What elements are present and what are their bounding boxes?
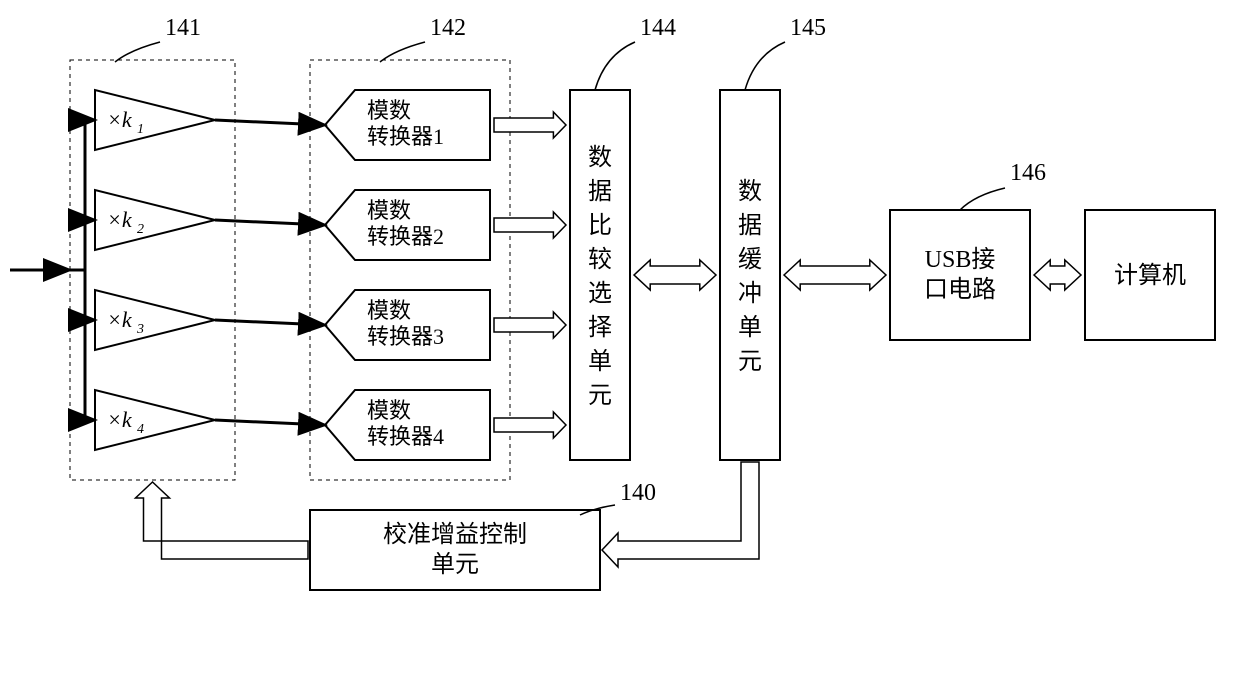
svg-text:元: 元: [738, 349, 762, 375]
svg-text:2: 2: [137, 222, 144, 237]
svg-text:模数: 模数: [367, 298, 411, 323]
svg-text:数: 数: [588, 144, 612, 171]
svg-text:转换器2: 转换器2: [367, 224, 444, 249]
svg-text:数: 数: [738, 178, 762, 205]
arrow-usb-pc: [1034, 260, 1081, 290]
svg-text:单: 单: [588, 348, 612, 375]
svg-text:单: 单: [738, 314, 762, 341]
arrow-adc-cmp-1: [494, 112, 566, 138]
amplifier-bank: ×k1×k2×k3×k4: [95, 90, 215, 450]
arrow-amp-adc-4: [215, 420, 325, 425]
block-computer: 计算机: [1085, 210, 1215, 340]
calib-text-2: 单元: [431, 551, 479, 578]
svg-text:选: 选: [588, 280, 612, 307]
arrow-adc-cmp-2: [494, 212, 566, 238]
label-141: 141: [165, 15, 201, 41]
arrow-amp-adc-1: [215, 120, 325, 125]
svg-text:比: 比: [588, 212, 612, 239]
block-usb-interface: USB接 口电路: [890, 210, 1030, 340]
leader-2: [595, 42, 635, 90]
arrows-amp-to-adc: [215, 120, 325, 425]
block-data-buffer: 数据缓冲单元: [720, 90, 780, 460]
block-compare-select: 数据比较选择单元: [570, 90, 630, 460]
arrow-adc-cmp-3: [494, 312, 566, 338]
amp-label-2: ×k: [107, 207, 133, 232]
svg-text:模数: 模数: [367, 98, 411, 123]
svg-text:择: 择: [588, 314, 612, 341]
svg-text:转换器3: 转换器3: [367, 324, 444, 349]
svg-text:据: 据: [588, 178, 612, 205]
svg-text:冲: 冲: [738, 280, 762, 307]
input-split-bus: [70, 120, 95, 420]
arrows-adc-to-compare: [494, 112, 566, 438]
amp-label-4: ×k: [107, 407, 133, 432]
arrow-amp-adc-2: [215, 220, 325, 225]
svg-text:转换器4: 转换器4: [367, 424, 444, 449]
pc-text: 计算机: [1114, 262, 1186, 289]
usb-text-2: 口电路: [924, 276, 996, 303]
arrow-buffer-usb: [784, 260, 886, 290]
svg-text:3: 3: [136, 322, 144, 337]
arrow-buffer-to-calib: [602, 462, 759, 567]
svg-text:据: 据: [738, 212, 762, 239]
svg-text:模数: 模数: [367, 398, 411, 423]
arrow-amp-adc-3: [215, 320, 325, 325]
block-calibration-gain: 校准增益控制 单元: [310, 510, 600, 590]
label-146: 146: [1010, 160, 1046, 186]
adc-bank: 模数转换器1模数转换器2模数转换器3模数转换器4: [325, 90, 490, 460]
svg-text:1: 1: [137, 122, 144, 137]
amp-label-1: ×k: [107, 107, 133, 132]
label-142: 142: [430, 15, 466, 41]
svg-text:较: 较: [588, 246, 612, 273]
calib-text-1: 校准增益控制: [383, 521, 527, 548]
svg-text:转换器1: 转换器1: [367, 124, 444, 149]
amp-label-3: ×k: [107, 307, 133, 332]
label-145: 145: [790, 15, 826, 41]
svg-text:4: 4: [137, 422, 144, 437]
block-diagram: 141 142 ×k1×k2×k3×k4 模数转换器1模数转换器2模数转换器3模…: [0, 0, 1240, 689]
leader-1: [380, 42, 425, 62]
leader-0: [115, 42, 160, 62]
arrow-compare-buffer: [634, 260, 716, 290]
label-144: 144: [640, 15, 676, 41]
label-140: 140: [620, 480, 656, 506]
arrow-adc-cmp-4: [494, 412, 566, 438]
leader-3: [745, 42, 785, 90]
leader-4: [960, 188, 1005, 210]
svg-text:缓: 缓: [738, 246, 762, 273]
arrow-calib-to-amps: [136, 482, 309, 559]
usb-text-1: USB接: [925, 246, 996, 273]
svg-text:元: 元: [588, 383, 612, 409]
svg-text:模数: 模数: [367, 198, 411, 223]
